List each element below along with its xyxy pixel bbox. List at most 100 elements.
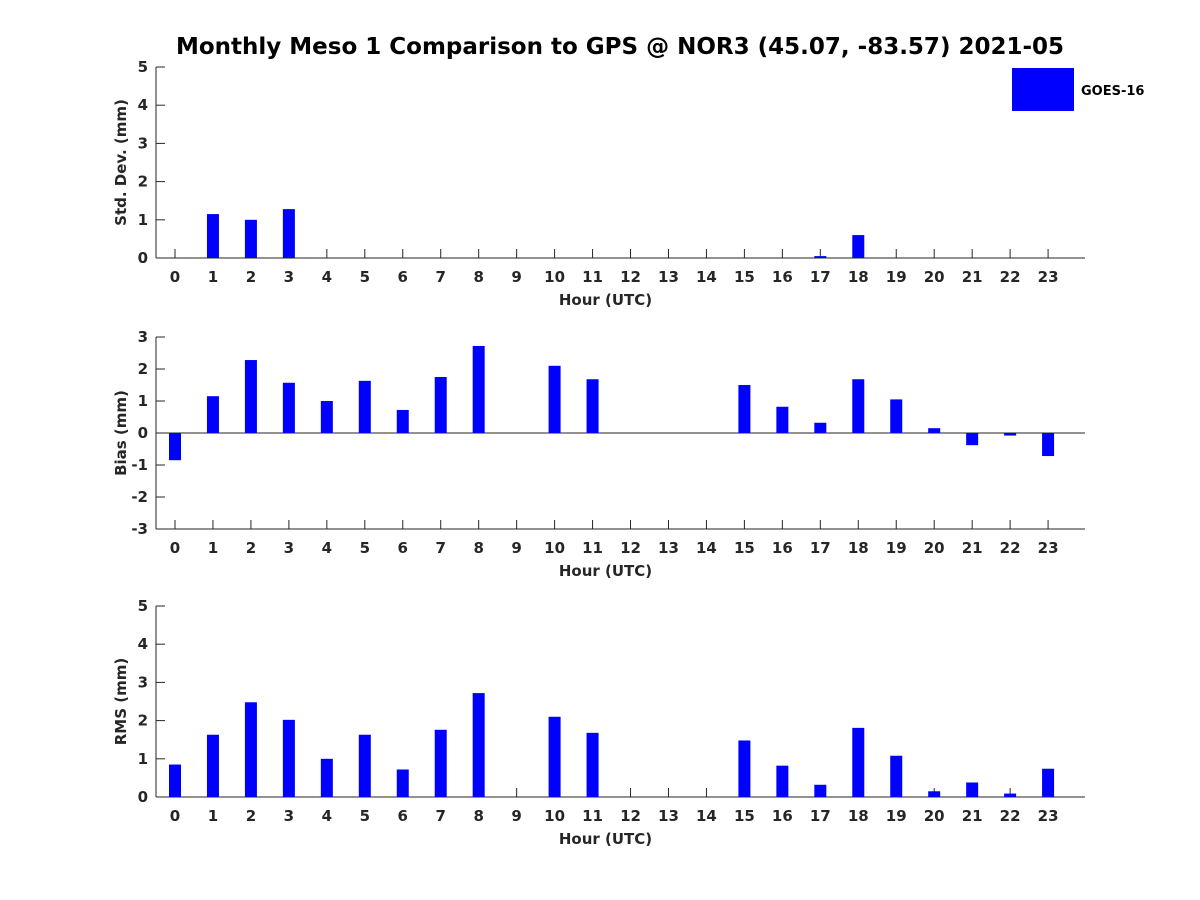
x-tick-label: 10 bbox=[544, 539, 565, 557]
x-tick-label: 5 bbox=[360, 539, 370, 557]
y-tick-label: 2 bbox=[138, 173, 148, 191]
x-tick-label: 7 bbox=[436, 268, 446, 286]
x-tick-label: 5 bbox=[360, 807, 370, 825]
bar-hour-10 bbox=[548, 716, 561, 797]
x-tick-label: 9 bbox=[511, 268, 521, 286]
x-tick-label: 3 bbox=[284, 539, 294, 557]
bar-hour-23 bbox=[1042, 768, 1055, 797]
y-tick-label: 3 bbox=[138, 134, 148, 152]
bar-hour-6 bbox=[396, 769, 409, 797]
bar-hour-21 bbox=[966, 433, 979, 446]
x-tick-label: 4 bbox=[322, 268, 332, 286]
x-tick-label: 20 bbox=[924, 268, 945, 286]
x-tick-label: 13 bbox=[658, 539, 679, 557]
y-axis-label: Bias (mm) bbox=[112, 390, 130, 476]
y-tick-label: 0 bbox=[138, 788, 148, 806]
x-tick-label: 15 bbox=[734, 539, 755, 557]
legend-label: GOES-16 bbox=[1081, 84, 1144, 99]
bar-hour-1 bbox=[206, 734, 219, 797]
x-tick-label: 17 bbox=[810, 807, 831, 825]
x-tick-label: 21 bbox=[962, 539, 983, 557]
bar-hour-2 bbox=[244, 219, 257, 258]
bar-hour-8 bbox=[472, 693, 485, 797]
bar-hour-1 bbox=[206, 396, 219, 433]
bar-hour-7 bbox=[434, 377, 447, 433]
x-tick-label: 8 bbox=[473, 268, 483, 286]
x-tick-label: 23 bbox=[1038, 807, 1059, 825]
x-tick-label: 22 bbox=[1000, 268, 1021, 286]
bar-hour-19 bbox=[890, 755, 903, 797]
y-tick-label: 2 bbox=[138, 360, 148, 378]
x-tick-label: 4 bbox=[322, 807, 332, 825]
y-tick-label: 1 bbox=[138, 392, 148, 410]
x-tick-label: 14 bbox=[696, 807, 717, 825]
bar-hour-6 bbox=[396, 409, 409, 433]
legend: GOES-16 bbox=[1012, 68, 1144, 111]
x-tick-label: 3 bbox=[284, 807, 294, 825]
x-tick-label: 13 bbox=[658, 807, 679, 825]
x-tick-label: 14 bbox=[696, 539, 717, 557]
bar-hour-1 bbox=[206, 214, 219, 258]
x-tick-label: 15 bbox=[734, 268, 755, 286]
x-tick-label: 6 bbox=[398, 539, 408, 557]
y-tick-label: -3 bbox=[131, 520, 148, 538]
x-tick-label: 11 bbox=[582, 268, 603, 286]
y-axis-label: Std. Dev. (mm) bbox=[112, 99, 130, 226]
x-tick-label: 16 bbox=[772, 268, 793, 286]
x-axis-label: Hour (UTC) bbox=[559, 830, 652, 848]
x-tick-label: 20 bbox=[924, 807, 945, 825]
x-tick-label: 2 bbox=[246, 539, 256, 557]
x-tick-label: 8 bbox=[473, 539, 483, 557]
bar-hour-4 bbox=[320, 758, 333, 797]
x-tick-label: 22 bbox=[1000, 539, 1021, 557]
bar-hour-7 bbox=[434, 729, 447, 797]
y-tick-label: 2 bbox=[138, 712, 148, 730]
x-tick-label: 21 bbox=[962, 807, 983, 825]
y-tick-label: 4 bbox=[138, 635, 148, 653]
bar-hour-0 bbox=[169, 764, 181, 797]
x-tick-label: 12 bbox=[620, 268, 641, 286]
x-axis-label: Hour (UTC) bbox=[559, 562, 652, 580]
x-tick-label: 6 bbox=[398, 268, 408, 286]
x-tick-label: 21 bbox=[962, 268, 983, 286]
y-tick-label: 3 bbox=[138, 673, 148, 691]
x-axis-label: Hour (UTC) bbox=[559, 291, 652, 309]
x-tick-label: 11 bbox=[582, 807, 603, 825]
x-tick-label: 23 bbox=[1038, 268, 1059, 286]
x-tick-label: 17 bbox=[810, 539, 831, 557]
x-tick-label: 18 bbox=[848, 268, 869, 286]
x-tick-label: 1 bbox=[208, 539, 218, 557]
y-tick-label: 5 bbox=[138, 58, 148, 76]
bar-hour-5 bbox=[358, 734, 371, 797]
x-tick-label: 23 bbox=[1038, 539, 1059, 557]
y-tick-label: 1 bbox=[138, 750, 148, 768]
bar-hour-11 bbox=[586, 379, 599, 433]
x-tick-label: 18 bbox=[848, 807, 869, 825]
bar-hour-20 bbox=[928, 428, 941, 433]
x-tick-label: 15 bbox=[734, 807, 755, 825]
x-tick-label: 16 bbox=[772, 807, 793, 825]
bar-hour-17 bbox=[814, 784, 827, 797]
x-tick-label: 12 bbox=[620, 807, 641, 825]
bar-hour-15 bbox=[738, 385, 751, 433]
y-tick-label: -2 bbox=[131, 488, 148, 506]
bar-hour-16 bbox=[776, 406, 789, 433]
x-tick-label: 19 bbox=[886, 268, 907, 286]
bar-hour-16 bbox=[776, 765, 789, 797]
bar-hour-19 bbox=[890, 399, 903, 433]
y-tick-label: 1 bbox=[138, 211, 148, 229]
x-tick-label: 1 bbox=[208, 268, 218, 286]
x-tick-label: 1 bbox=[208, 807, 218, 825]
bar-hour-23 bbox=[1042, 433, 1055, 457]
bar-hour-18 bbox=[852, 379, 865, 433]
x-tick-label: 9 bbox=[511, 539, 521, 557]
bar-hour-22 bbox=[1004, 433, 1017, 436]
x-tick-label: 4 bbox=[322, 539, 332, 557]
y-tick-label: 0 bbox=[138, 424, 148, 442]
y-tick-label: 3 bbox=[138, 328, 148, 346]
